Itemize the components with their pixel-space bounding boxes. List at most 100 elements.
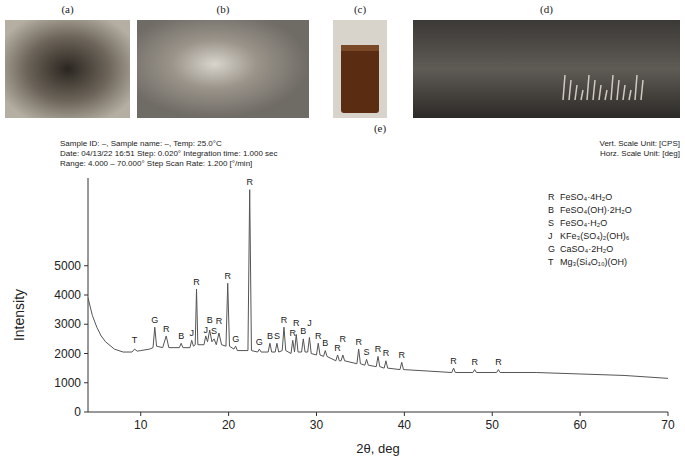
photo-crystal — [611, 75, 613, 100]
figure: (a) (b) (c) (d) (e) Sample ID: –, Sample name… — [0, 0, 685, 462]
photo-crystal — [605, 90, 607, 100]
legend-symbol: S — [548, 218, 554, 228]
peak-label: R — [216, 316, 223, 326]
xrd-line — [88, 190, 668, 379]
photo-crystal — [623, 85, 625, 100]
peak-labels: TGRBJRJBSRRGRGBSRRRBJRBRRRSRRRRRR — [132, 177, 502, 367]
peak-label: B — [267, 331, 273, 341]
photo-crystal — [593, 80, 595, 100]
panel-label: (e) — [374, 122, 387, 135]
peak-label: T — [132, 335, 138, 345]
peak-label: B — [207, 315, 213, 325]
legend: R FeSO₄·4H₂O B FeSO₄(OH)·2H₂O S FeSO₄·H₂O J KFe… — [548, 192, 632, 267]
peak-label: G — [151, 315, 158, 325]
header-text: Date: 04/13/22 16:51 Step: 0.020° Integr… — [60, 149, 278, 158]
y-tick — [84, 353, 88, 354]
x-tick — [492, 412, 493, 416]
y-tick-label: 0 — [74, 405, 81, 419]
peak-label: S — [211, 326, 217, 336]
peak-label: J — [204, 325, 209, 335]
legend-text: Mg₃(Si₄O₁₀)(OH) — [560, 257, 627, 267]
panel-label: (a) — [61, 3, 74, 16]
legend-symbol: B — [548, 205, 554, 215]
x-axis-title: 2θ, deg — [356, 441, 399, 456]
photo — [333, 20, 387, 118]
legend-text: FeSO₄·4H₂O — [560, 192, 612, 202]
x-tick — [404, 412, 405, 416]
peak-label: R — [315, 331, 322, 341]
legend-symbol: G — [548, 244, 555, 254]
peak-label: B — [178, 331, 184, 341]
peak-label: J — [189, 328, 194, 338]
photo-crystal — [581, 90, 583, 100]
photo-crystal — [599, 85, 601, 100]
x-tick-label: 10 — [134, 418, 148, 432]
peak-label: S — [274, 331, 280, 341]
x-tick-label: 60 — [573, 418, 587, 432]
header-text: Vert. Scale Unit: [CPS] — [600, 139, 680, 148]
peak-label: R — [290, 328, 297, 338]
photo-liquid — [341, 45, 379, 113]
peak-label: R — [340, 334, 347, 344]
x-tick — [580, 412, 581, 416]
x-tick — [228, 412, 229, 416]
peak-label: R — [471, 357, 478, 367]
photo-crystal — [575, 85, 577, 100]
y-tick-label: 1000 — [54, 376, 81, 390]
header-text: Sample ID: –, Sample name: –, Temp: 25.0… — [60, 139, 222, 148]
peak-label: R — [293, 318, 300, 328]
panel-label: (b) — [217, 3, 230, 16]
y-tick-label: 4000 — [54, 288, 81, 302]
peak-label: J — [307, 318, 312, 328]
peak-label: R — [355, 337, 362, 347]
peak-label: R — [193, 277, 200, 287]
peak-label: R — [383, 348, 390, 358]
y-tick-label: 2000 — [54, 347, 81, 361]
legend-text: FeSO₄(OH)·2H₂O — [560, 205, 632, 215]
y-tick — [84, 324, 88, 325]
photo — [137, 20, 309, 118]
x-axis-line — [88, 412, 668, 413]
y-axis-title: Intensity — [11, 289, 27, 341]
x-tick-label: 30 — [310, 418, 324, 432]
header-text: Range: 4.000 – 70.000° Step Scan Rate: 1… — [60, 159, 252, 168]
x-tick-label: 20 — [222, 418, 236, 432]
legend-symbol: R — [548, 192, 555, 202]
x-tick — [316, 412, 317, 416]
panel-label: (c) — [354, 3, 367, 16]
peak-label: G — [256, 337, 263, 347]
legend-text: FeSO₄·H₂O — [560, 218, 607, 228]
legend-symbol: T — [548, 257, 554, 267]
panel-label: (d) — [540, 3, 553, 16]
y-tick-label: 5000 — [54, 259, 81, 273]
photo — [413, 20, 680, 118]
x-tick — [140, 412, 141, 416]
photo-crystal — [587, 75, 589, 100]
peak-label: R — [450, 356, 457, 366]
axes: 10 20 30 40 50 60 70 0 1000 2000 3000 4000 5000 — [54, 178, 675, 432]
plot-area — [88, 190, 668, 379]
peak-label: S — [364, 347, 370, 357]
peak-label: R — [163, 324, 170, 334]
y-tick — [84, 382, 88, 383]
legend-symbol: J — [548, 231, 553, 241]
y-tick-label: 3000 — [54, 317, 81, 331]
x-tick-label: 50 — [486, 418, 500, 432]
legend-text: KFe₃(SO₄)₂(OH)₆ — [560, 231, 630, 241]
peak-label: B — [300, 326, 306, 336]
legend-text: CaSO₄·2H₂O — [560, 244, 613, 254]
photo-crystal — [617, 80, 619, 100]
peak-label: R — [375, 344, 382, 354]
peak-label: R — [246, 177, 253, 187]
peak-label: R — [398, 350, 405, 360]
photo-liquid — [341, 45, 379, 51]
peak-label: R — [224, 271, 231, 281]
x-tick-label: 40 — [398, 418, 412, 432]
peak-label: G — [232, 334, 239, 344]
photo-crystal — [563, 75, 565, 100]
header-text: Horz. Scale Unit: [deg] — [600, 149, 680, 158]
peak-label: R — [495, 357, 502, 367]
photo-crystal — [635, 75, 637, 100]
x-tick-label: 70 — [661, 418, 675, 432]
y-tick — [84, 412, 88, 413]
